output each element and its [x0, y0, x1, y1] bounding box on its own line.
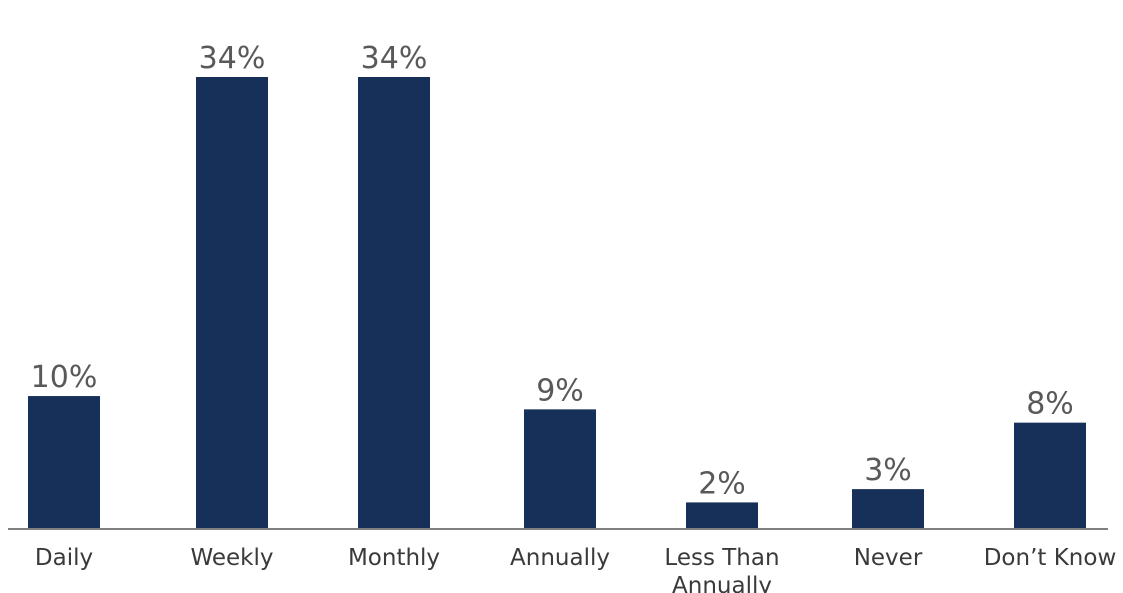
value-label-weekly: 34%: [199, 41, 266, 76]
bar-annually: [524, 409, 596, 529]
category-label-monthly: Monthly: [348, 545, 440, 571]
bar-monthly: [358, 77, 430, 529]
category-label-annually: Annually: [510, 545, 610, 571]
value-label-monthly: 34%: [361, 41, 428, 76]
bar-daily: [28, 396, 100, 529]
value-label-daily: 10%: [31, 360, 98, 395]
value-label-annually: 9%: [536, 373, 584, 408]
value-label-never: 3%: [864, 453, 912, 488]
bars-layer: [28, 77, 1086, 529]
bar-less-than-annually: [686, 502, 758, 529]
bar-weekly: [196, 77, 268, 529]
bar-never: [852, 489, 924, 529]
category-label-weekly: Weekly: [190, 545, 273, 571]
category-labels-layer: Daily Weekly Monthly Annually Less Than Annua…: [35, 545, 1116, 593]
value-label-don-t-know: 8%: [1026, 387, 1074, 422]
bar-don-t-know: [1014, 422, 1086, 529]
value-label-less-than-annually: 2%: [698, 466, 746, 501]
category-label-don-t-know: Don’t Know: [984, 545, 1117, 571]
category-label-never: Never: [854, 545, 923, 571]
category-label-daily: Daily: [35, 545, 93, 571]
category-label-less-than-annually: Less Than Annually: [664, 545, 779, 593]
value-labels-layer: 10% 34% 34% 9% 2% 3% 8%: [31, 41, 1074, 501]
